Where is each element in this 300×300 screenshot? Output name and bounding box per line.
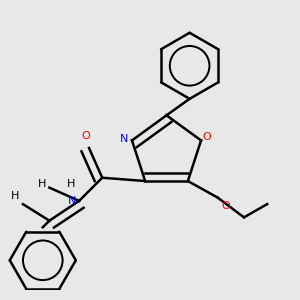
Text: H: H bbox=[67, 179, 75, 189]
Text: O: O bbox=[203, 132, 212, 142]
Text: N: N bbox=[68, 196, 76, 206]
Text: N: N bbox=[120, 134, 129, 144]
Text: O: O bbox=[81, 131, 90, 141]
Text: H: H bbox=[11, 191, 20, 201]
Text: H: H bbox=[38, 179, 46, 189]
Text: O: O bbox=[221, 201, 230, 211]
